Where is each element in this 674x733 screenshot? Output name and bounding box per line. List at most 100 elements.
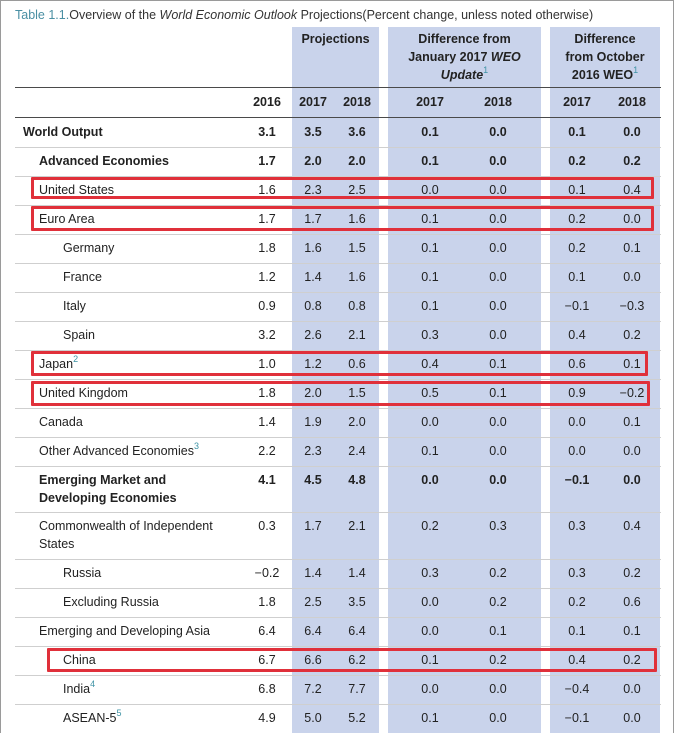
row-name: Excluding Russia [63, 595, 159, 609]
row-divider [15, 408, 661, 409]
table-row: Canada 1.4 1.9 2.0 0.0 0.0 0.0 0.1 [1, 408, 673, 437]
row-divider [15, 704, 661, 705]
band-projections [292, 27, 379, 733]
value-cell: 0.0 [421, 682, 439, 696]
row-note: 5 [116, 708, 122, 718]
value-cell: 0.1 [623, 415, 641, 429]
value-cell: 0.1 [421, 653, 439, 667]
value-cell: 0.0 [489, 473, 507, 487]
row-name: Euro Area [39, 212, 95, 226]
band-jan-update [388, 27, 541, 733]
row-name: Emerging Market and [39, 473, 167, 487]
value-cell: 6.4 [258, 624, 276, 638]
value-cell: 0.0 [623, 444, 641, 458]
table-row: World Output 3.1 3.5 3.6 0.1 0.0 0.1 0.0 [1, 118, 673, 147]
value-cell: 2.3 [304, 183, 322, 197]
row-name: Other Advanced Economies [39, 444, 194, 458]
row-name: France [63, 270, 102, 284]
table-row: Other Advanced Economies3 2.2 2.3 2.4 0.… [1, 437, 673, 466]
row-label: United States [39, 181, 114, 199]
row-divider [15, 675, 661, 676]
row-divider [15, 512, 661, 513]
value-cell: 3.5 [348, 595, 366, 609]
table-row: Germany 1.8 1.6 1.5 0.1 0.0 0.2 0.1 [1, 234, 673, 263]
value-cell: 0.6 [568, 357, 586, 371]
row-divider [15, 234, 661, 235]
value-cell: 0.1 [623, 241, 641, 255]
table-row: Japan2 1.0 1.2 0.6 0.4 0.1 0.6 0.1 [1, 350, 673, 379]
row-label: Other Advanced Economies3 [39, 442, 199, 460]
row-label: France [63, 268, 102, 286]
value-cell: 0.3 [568, 519, 586, 533]
value-cell: 6.4 [304, 624, 322, 638]
value-cell: 0.1 [489, 357, 507, 371]
value-cell: 0.3 [568, 566, 586, 580]
value-cell: −0.1 [564, 473, 590, 487]
value-cell: 0.0 [489, 125, 507, 139]
year-label: 2018 [484, 95, 512, 109]
row-name: China [63, 653, 96, 667]
row-name: India [63, 682, 91, 696]
row-label: Russia [63, 564, 101, 582]
value-cell: 1.4 [304, 566, 322, 580]
value-cell: 3.6 [348, 125, 366, 139]
value-cell: 1.2 [258, 270, 276, 284]
value-cell: −0.1 [564, 711, 590, 725]
header-oct-line1: Difference [574, 32, 636, 46]
header-jan-update: Difference from January 2017 WEO Update1 [388, 30, 541, 84]
value-cell: 2.1 [348, 519, 366, 533]
year-label: 2017 [416, 95, 444, 109]
value-cell: 0.1 [421, 212, 439, 226]
header-jan-line2: January 2017 WEO [388, 48, 541, 66]
value-cell: 7.7 [348, 682, 366, 696]
row-label: Advanced Economies [39, 152, 169, 170]
row-label: Euro Area [39, 210, 95, 228]
row-label: United Kingdom [39, 384, 128, 402]
table-row: United States 1.6 2.3 2.5 0.0 0.0 0.1 0.… [1, 176, 673, 205]
value-cell: 0.0 [421, 473, 439, 487]
row-divider [15, 466, 661, 467]
row-name: ASEAN-5 [63, 711, 117, 725]
value-cell: 0.0 [489, 711, 507, 725]
value-cell: 0.4 [568, 328, 586, 342]
value-cell: 0.6 [348, 357, 366, 371]
value-cell: 2.0 [304, 154, 322, 168]
value-cell: 1.7 [258, 212, 276, 226]
value-cell: 0.1 [568, 270, 586, 284]
value-cell: 2.1 [348, 328, 366, 342]
value-cell: 2.3 [304, 444, 322, 458]
value-cell: 6.8 [258, 682, 276, 696]
table-caption: Table 1.1.Overview of the World Economic… [15, 8, 593, 22]
caption-text-italic: World Economic Outlook [159, 8, 298, 22]
row-name: Germany [63, 241, 115, 255]
value-cell: 0.0 [489, 212, 507, 226]
value-cell: 0.3 [421, 566, 439, 580]
value-cell: 0.2 [623, 566, 641, 580]
value-cell: 0.0 [489, 328, 507, 342]
value-cell: 1.8 [258, 595, 276, 609]
value-cell: 0.0 [489, 415, 507, 429]
value-cell: 0.9 [258, 299, 276, 313]
row-name: United States [39, 183, 115, 197]
row-label: Commonwealth of Independent States [39, 517, 213, 553]
value-cell: 0.1 [568, 125, 586, 139]
value-cell: 4.1 [258, 473, 276, 487]
value-cell: 6.2 [348, 653, 366, 667]
value-cell: 1.9 [304, 415, 322, 429]
table-row: Advanced Economies 1.7 2.0 2.0 0.1 0.0 0… [1, 147, 673, 176]
row-name: Commonwealth of Independent [39, 519, 213, 533]
row-label: Emerging and Developing Asia [39, 622, 210, 640]
row-name: Russia [63, 566, 102, 580]
value-cell: 0.0 [489, 299, 507, 313]
year-label: 2017 [563, 95, 591, 109]
row-label: ASEAN-55 [63, 709, 122, 727]
value-cell: 0.0 [421, 595, 439, 609]
year-label: 2016 [253, 95, 281, 109]
value-cell: 1.7 [304, 212, 322, 226]
row-name: Italy [63, 299, 86, 313]
value-cell: 0.1 [568, 624, 586, 638]
value-cell: 2.5 [304, 595, 322, 609]
header-jan-line2-italic: WEO [490, 50, 521, 64]
value-cell: 1.6 [348, 212, 366, 226]
value-cell: 0.1 [421, 711, 439, 725]
